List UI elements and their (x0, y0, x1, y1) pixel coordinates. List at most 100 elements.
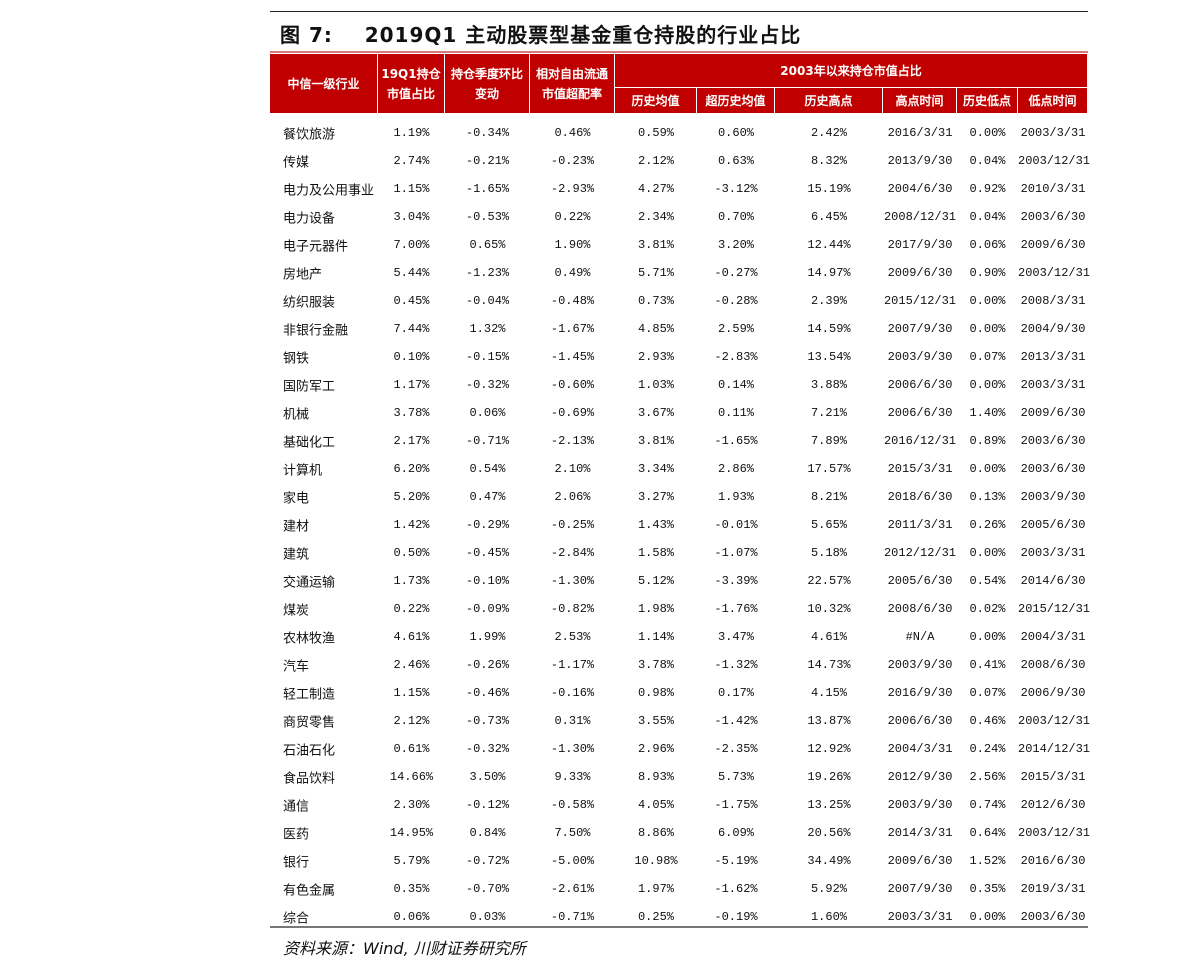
table-cell: 0.60% (717, 126, 754, 140)
industry-name: 商贸零售 (283, 715, 336, 731)
industry-name: 建筑 (283, 547, 310, 563)
table-cell: 1.14% (637, 630, 674, 644)
table-cell: 0.17% (717, 686, 754, 700)
table-cell: 5.20% (393, 490, 430, 504)
table-cell: 3.50% (469, 770, 506, 784)
table-cell: 0.54% (469, 462, 506, 476)
table-cell: 0.00% (969, 462, 1006, 476)
table-cell: 5.12% (637, 574, 674, 588)
table-cell: 2006/9/30 (1020, 686, 1086, 700)
table-cell: 2003/3/31 (1020, 546, 1086, 560)
table-cell: 2003/12/31 (1018, 266, 1091, 280)
table-cell: -0.15% (465, 350, 510, 364)
table-cell: 2015/12/31 (1018, 602, 1091, 616)
table-cell: 2009/6/30 (887, 266, 953, 280)
table-cell: 2019/3/31 (1020, 882, 1086, 896)
table-cell: 4.61% (393, 630, 430, 644)
table-cell: 0.10% (393, 350, 430, 364)
table-cell: -0.23% (550, 154, 595, 168)
table-cell: -1.67% (550, 322, 595, 336)
table-cell: -0.32% (465, 742, 510, 756)
table-cell: 14.73% (807, 658, 851, 672)
table-cell: 2004/3/31 (887, 742, 953, 756)
table-cell: 2014/12/31 (1018, 742, 1091, 756)
table-cell: 2.30% (393, 798, 430, 812)
table-cell: 14.59% (807, 322, 851, 336)
table-cell: 5.79% (393, 854, 430, 868)
table-cell: 12.44% (807, 238, 851, 252)
table-cell: 2009/6/30 (1020, 238, 1086, 252)
table-cell: 0.64% (969, 826, 1006, 840)
table-cell: 13.25% (807, 798, 851, 812)
table-cell: -0.26% (465, 658, 510, 672)
table-cell: 1.40% (969, 406, 1006, 420)
table-cell: -0.73% (465, 714, 510, 728)
top-rule (270, 11, 1088, 12)
industry-name: 传媒 (283, 155, 310, 171)
table-cell: -1.17% (550, 658, 595, 672)
table-cell: -0.12% (465, 798, 510, 812)
table-cell: 7.50% (554, 826, 591, 840)
table-cell: -0.09% (465, 602, 510, 616)
table-cell: -0.82% (550, 602, 595, 616)
table-cell: 1.03% (637, 378, 674, 392)
industry-name: 计算机 (283, 463, 323, 479)
table-cell: 2004/3/31 (1020, 630, 1086, 644)
table-cell: -0.45% (465, 546, 510, 560)
table-cell: 0.25% (637, 910, 674, 924)
table-cell: 0.22% (393, 602, 430, 616)
table-cell: 2009/6/30 (1020, 406, 1086, 420)
table-cell: 0.24% (969, 742, 1006, 756)
table-cell: 3.88% (810, 378, 847, 392)
table-cell: 1.73% (393, 574, 430, 588)
table-cell: 0.98% (637, 686, 674, 700)
header-group: 2003年以来持仓市值占比 (615, 54, 1088, 88)
table-cell: 7.00% (393, 238, 430, 252)
table-cell: -3.12% (714, 182, 758, 196)
table-cell: #N/A (905, 630, 935, 644)
table-cell: 2.42% (810, 126, 847, 140)
table-cell: 2016/6/30 (1020, 854, 1086, 868)
header-overweight: 相对自由流通 市值超配率 (530, 54, 615, 114)
table-cell: -2.84% (550, 546, 595, 560)
industry-name: 煤炭 (283, 603, 310, 619)
table-cell: 1.42% (393, 518, 430, 532)
table-cell: 0.06% (469, 406, 506, 420)
table-cell: 2014/6/30 (1020, 574, 1086, 588)
table-cell: 0.22% (554, 210, 591, 224)
table-cell: 2011/3/31 (887, 518, 953, 532)
table-cell: 0.46% (969, 714, 1006, 728)
table-cell: 2012/9/30 (887, 770, 953, 784)
table-cell: 2009/6/30 (887, 854, 953, 868)
table-cell: 0.73% (637, 294, 674, 308)
table-cell: -0.10% (465, 574, 510, 588)
table-cell: 0.61% (393, 742, 430, 756)
figure-title: 图 7: 2019Q1 主动股票型基金重仓持股的行业占比 (280, 23, 802, 47)
table-cell: 1.15% (393, 182, 430, 196)
table-cell: 2003/9/30 (887, 798, 953, 812)
table-cell: 3.20% (717, 238, 754, 252)
table-cell: 0.63% (717, 154, 754, 168)
industry-name: 通信 (283, 799, 310, 815)
table-cell: 1.60% (810, 910, 847, 924)
table-cell: 2.17% (393, 434, 430, 448)
table-cell: 5.73% (717, 770, 754, 784)
table-cell: 2.74% (393, 154, 430, 168)
table-cell: 3.78% (393, 406, 430, 420)
industry-name: 有色金属 (283, 883, 336, 899)
table-cell: 2.53% (554, 630, 591, 644)
table-cell: 6.09% (717, 826, 754, 840)
table-cell: 6.20% (393, 462, 430, 476)
table-cell: 1.58% (637, 546, 674, 560)
table-cell: 2.06% (554, 490, 591, 504)
table-cell: 0.70% (717, 210, 754, 224)
industry-name: 纺织服装 (283, 295, 336, 311)
table-cell: 2.56% (969, 770, 1006, 784)
table-cell: 2006/6/30 (887, 378, 953, 392)
table-cell: 2003/6/30 (1020, 210, 1086, 224)
table-cell: 12.92% (807, 742, 851, 756)
table-cell: 0.45% (393, 294, 430, 308)
header-qoq: 持仓季度环比 变动 (445, 54, 530, 114)
table-cell: -0.01% (714, 518, 758, 532)
table-cell: -2.13% (550, 434, 595, 448)
